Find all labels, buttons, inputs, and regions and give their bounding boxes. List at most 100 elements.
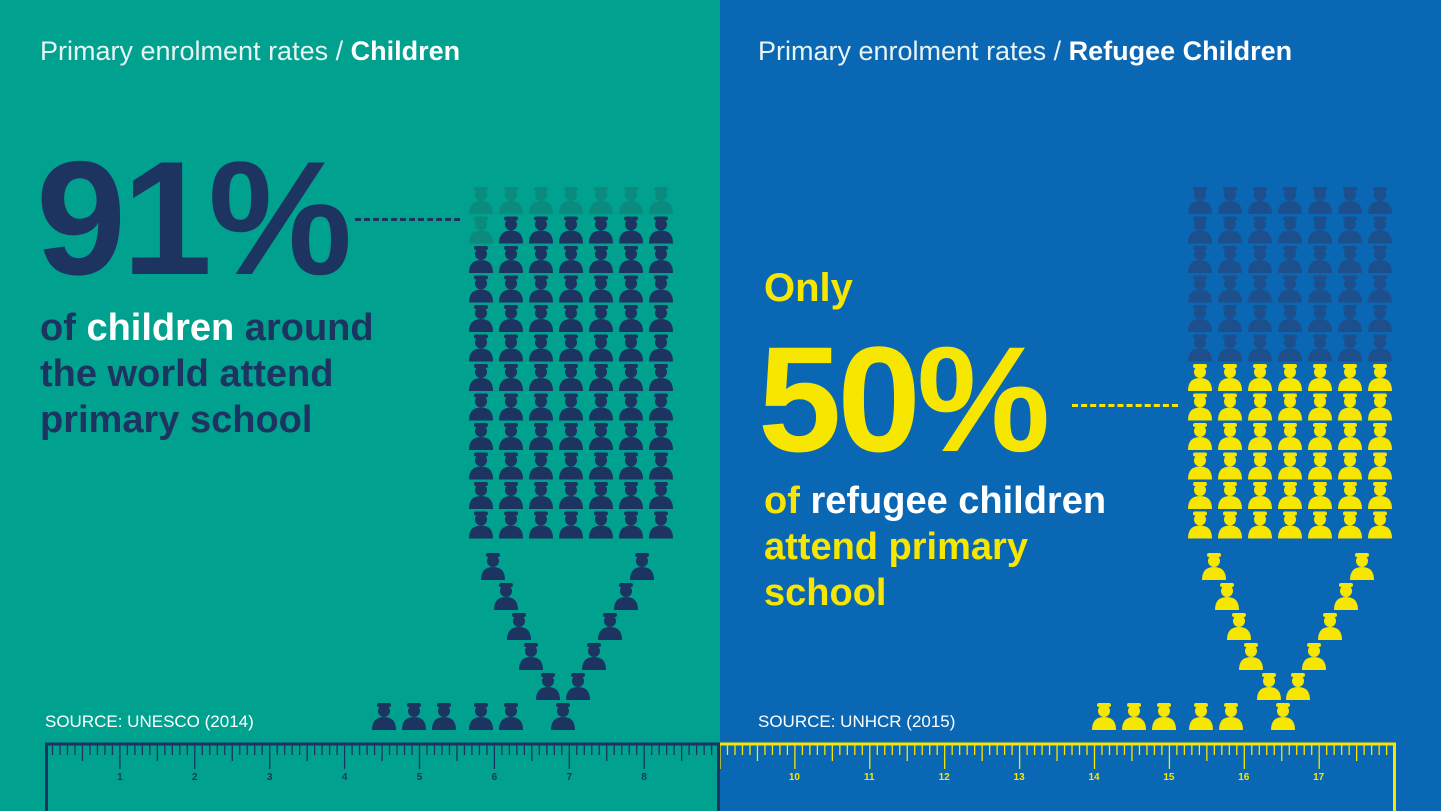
person-icon [619,275,643,303]
ruler-label: 16 [1238,772,1250,783]
ruler-label: 17 [1313,772,1325,783]
right-desc-part1: of [764,480,811,522]
person-icon [1248,305,1272,332]
right-panel: Primary enrolment rates / Refugee Childr… [720,0,1441,811]
person-icon [1188,246,1212,273]
ruler-label: 12 [939,772,951,783]
person-icon [559,246,583,273]
person-icon [619,423,643,450]
person-icon [630,553,654,580]
person-icon [469,275,493,303]
ruler-label: 7 [567,772,573,783]
person-icon [1308,246,1332,273]
person-icon [649,275,673,303]
person-icon [1302,643,1326,670]
person-icon [589,305,613,332]
left-desc-line2: the world attend [40,353,334,395]
person-icon [619,187,643,214]
person-icon [469,364,493,391]
right-title-bold: Refugee Children [1068,36,1293,66]
right-source: SOURCE: UNHCR (2015) [758,712,956,731]
person-icon [499,482,523,509]
person-icon [1218,305,1242,332]
person-icon [1308,187,1332,214]
person-icon [1188,305,1212,332]
person-icon [529,246,553,273]
person-icon [1308,393,1332,421]
right-ruler: 10 11 12 13 14 15 16 17 [720,742,1396,811]
person-icon [1278,393,1302,421]
person-icon [1215,583,1239,610]
person-icon [529,187,553,214]
person-icon [559,482,583,509]
person-icon [1218,393,1242,421]
person-icon [1257,673,1281,700]
person-icon [1188,511,1212,539]
person-icon [559,364,583,391]
person-icon [1218,275,1242,303]
person-icon [1278,511,1302,539]
person-icon [619,452,643,480]
person-icon [469,216,493,244]
person-icon [1308,423,1332,450]
person-icon [499,452,523,480]
person-icon [469,305,493,332]
ruler-label: 3 [267,772,273,783]
person-icon [1286,673,1310,700]
person-icon [1248,482,1272,509]
person-icon [499,305,523,332]
person-icon [1218,423,1242,450]
person-icon [402,703,426,730]
person-icon [589,423,613,450]
person-icon [1368,423,1392,450]
person-icon [1338,393,1362,421]
person-icon [1248,511,1272,539]
person-icon [1308,482,1332,509]
person-icon [1368,364,1392,391]
person-icon [559,216,583,244]
person-icon [589,482,613,509]
left-desc-part1: of [40,307,87,349]
person-icon [499,364,523,391]
right-desc-line2: attend primary [764,526,1028,568]
person-icon [1122,703,1146,730]
person-icon [1278,187,1302,214]
ruler-label: 11 [864,772,875,783]
person-icon [1278,482,1302,509]
person-icon [1218,246,1242,273]
person-icon [1308,334,1332,362]
ruler-label: 4 [342,772,348,783]
left-description: of children around the world attend prim… [40,305,374,443]
person-icon [529,511,553,539]
person-icon [1188,393,1212,421]
person-icon [1227,613,1251,640]
person-icon [1278,364,1302,391]
left-title-prefix: Primary enrolment rates / [40,36,351,66]
person-icon [536,673,560,700]
right-desc-highlight: refugee children [810,480,1107,522]
person-icon [529,452,553,480]
person-icon [619,216,643,244]
person-icon [529,364,553,391]
person-icon [614,583,638,610]
person-icon [1338,452,1362,480]
person-icon [559,275,583,303]
person-icon [589,511,613,539]
person-icon [1368,246,1392,273]
person-icon [469,187,493,214]
person-icon [1188,452,1212,480]
person-icon [469,393,493,421]
person-icon [1338,216,1362,244]
person-icon [1368,393,1392,421]
right-dashed-connector [1072,404,1178,407]
right-panel-title: Primary enrolment rates / Refugee Childr… [758,36,1292,67]
person-icon [649,364,673,391]
right-only-label: Only [764,266,853,310]
person-icon [499,703,523,730]
person-icon [1334,583,1358,610]
person-icon [619,511,643,539]
person-icon [1368,452,1392,480]
person-icon [1188,275,1212,303]
person-icon [1188,216,1212,244]
ruler-label: 2 [192,772,198,783]
